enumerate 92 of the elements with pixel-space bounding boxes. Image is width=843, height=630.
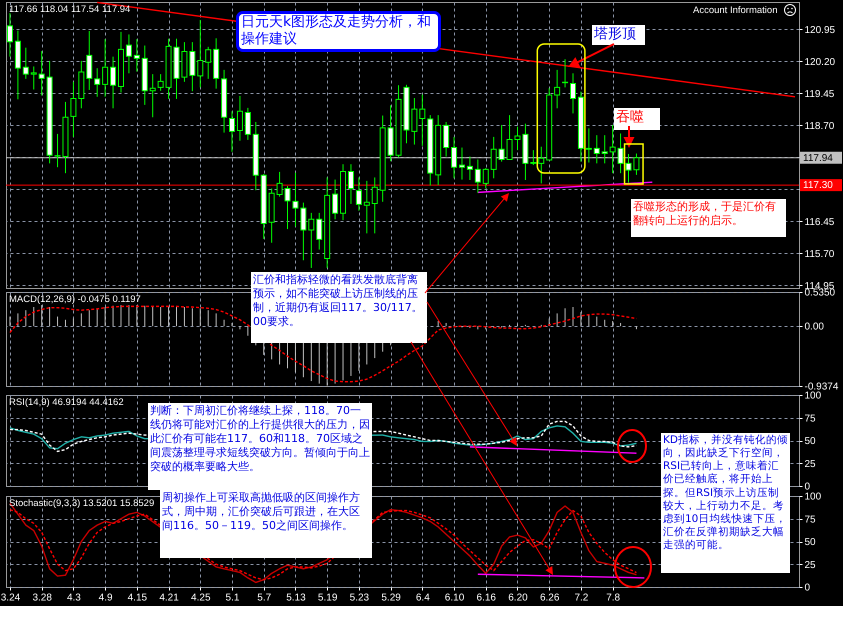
- candlestick: [236, 95, 243, 142]
- candlestick: [474, 159, 481, 194]
- annotation: 汇价和指标轻微的看跌发散底背离预示，如不能突破上访压制线的压制，近期仍有返回117。30/117。00要求。: [251, 272, 427, 343]
- chart-title: MACD(12,26,9) -0.0475 0.1197: [9, 294, 141, 305]
- x-tick-label: 4.25: [191, 592, 211, 604]
- y-tick-label: 25: [804, 560, 816, 571]
- y-tick-label: 50: [804, 436, 816, 447]
- x-tick-label: 6.26: [540, 592, 560, 604]
- ref-line-label: 117.94: [803, 152, 834, 164]
- y-tick-label: 116.45: [804, 216, 835, 228]
- y-tick-label: 50: [804, 537, 816, 548]
- candlestick: [514, 126, 520, 151]
- annotation: 判断：下周初汇价将继续上探，118。70一线仍将可能对汇价的上行提供很大的压力，因此汇价有可能在117。60和118。70区域之间震荡整理寻求短线突破方向。暂倾向于向上突破的概率要略大些。: [148, 403, 372, 490]
- text: KD指标，并没有钝化的倾向，因此缺乏下行空间，RSI已转向上，意味着汇价已经触底，将开始上探。但RSI预示上访压制较大，上行动力不足。考虑到10日均线快速下压，汇价在反弹初期缺乏大幅走强的可能。: [663, 434, 788, 551]
- y-tick-label: 75: [804, 413, 816, 424]
- chart-title: RSI(14,9) 46.9194 44.4162: [9, 397, 124, 408]
- text: 日元天k图形态及走势分析，和操作建议: [236, 11, 441, 52]
- candlestick: [126, 34, 132, 74]
- candlestick: [300, 202, 306, 261]
- candlestick: [498, 124, 505, 162]
- candlestick: [70, 81, 76, 138]
- candlestick: [570, 72, 576, 114]
- candlestick: [411, 98, 418, 146]
- candlestick: [356, 176, 362, 212]
- y-tick-label: 115.70: [804, 248, 835, 260]
- candlestick: [110, 56, 116, 109]
- candlestick: [276, 171, 283, 198]
- candlestick: [102, 38, 108, 98]
- x-tick-label: 6.10: [444, 592, 465, 604]
- candlestick: [458, 147, 465, 180]
- x-tick-label: 3.24: [0, 592, 21, 604]
- x-tick-label: 4.15: [128, 592, 148, 604]
- candlestick: [633, 153, 640, 176]
- y-tick-label: 119.45: [804, 88, 835, 100]
- x-tick-label: 6.4: [416, 592, 430, 604]
- y-tick-label: 75: [804, 514, 816, 526]
- candlestick: [292, 172, 298, 228]
- x-tick-label: 4.21: [159, 592, 180, 604]
- y-tick-label: -0.9374: [804, 382, 839, 392]
- x-tick-label: 7.2: [574, 592, 589, 604]
- x-tick-label: 7.8: [606, 592, 621, 604]
- candlestick: [451, 136, 458, 179]
- candlestick: [610, 124, 616, 174]
- x-tick-label: 5.7: [257, 592, 272, 604]
- candlestick: [530, 150, 536, 166]
- x-tick-label: 3.28: [32, 592, 52, 604]
- y-tick-label: 120.20: [804, 56, 836, 68]
- candlestick: [466, 156, 473, 181]
- annotation: 塔形顶: [592, 25, 645, 45]
- candlestick: [554, 69, 560, 109]
- candlestick: [6, 12, 13, 58]
- y-tick-label: 0.5350: [804, 288, 836, 298]
- annotation: 吞噬: [614, 108, 660, 130]
- y-tick-label: 0.00: [804, 322, 824, 333]
- candlestick: [189, 42, 196, 92]
- candlestick: [229, 110, 236, 152]
- candlestick: [586, 128, 592, 163]
- candlestick: [332, 179, 338, 220]
- candlestick: [54, 133, 61, 168]
- x-tick-label: 5.29: [381, 592, 402, 604]
- x-tick-label: 4.9: [98, 592, 114, 604]
- candlestick: [506, 114, 513, 160]
- x-tick-label: 6.20: [508, 592, 528, 604]
- candlestick: [134, 38, 140, 72]
- x-tick-label: 5.1: [226, 592, 240, 604]
- chart-title: Stochastic(9,3,3) 13.5201 15.8529: [9, 498, 154, 509]
- y-tick-label: 100: [804, 492, 822, 502]
- chart-subtitle: 117.66 118.04 117.54 117.94: [9, 4, 130, 15]
- y-tick-label: 0: [804, 582, 810, 594]
- candlestick: [158, 74, 164, 92]
- y-tick-label: 100: [804, 390, 822, 402]
- candlestick: [244, 107, 251, 140]
- candlestick: [348, 164, 354, 204]
- candlestick: [284, 185, 291, 230]
- candlestick: [22, 47, 29, 80]
- x-tick-label: 5.13: [286, 592, 306, 604]
- x-tick-label: 5.19: [318, 592, 338, 604]
- x-tick-label: 5.23: [350, 592, 370, 604]
- annotation: Account Information: [692, 5, 778, 16]
- candlestick: [419, 94, 426, 146]
- x-tick-label: 6.16: [476, 592, 496, 604]
- y-tick-label: 25: [804, 458, 816, 470]
- candlestick: [618, 132, 624, 174]
- y-tick-label: 118.70: [804, 120, 835, 132]
- y-tick-label: 120.95: [804, 24, 836, 36]
- ref-line-label: 117.30: [803, 180, 834, 192]
- x-tick-label: 4.3: [66, 592, 82, 604]
- y-tick-label: 0: [804, 482, 810, 492]
- annotation: 周初操作上可采取高抛低吸的区间操作方式，周中期，汇价突破后可跟进，在大区间116。50－119。50之间区间操作。: [160, 490, 372, 558]
- annotation: 吞噬形态的形成，于是汇价有翻转向上运行的启示。: [631, 199, 786, 237]
- candlestick: [626, 153, 632, 184]
- candlestick: [443, 121, 450, 158]
